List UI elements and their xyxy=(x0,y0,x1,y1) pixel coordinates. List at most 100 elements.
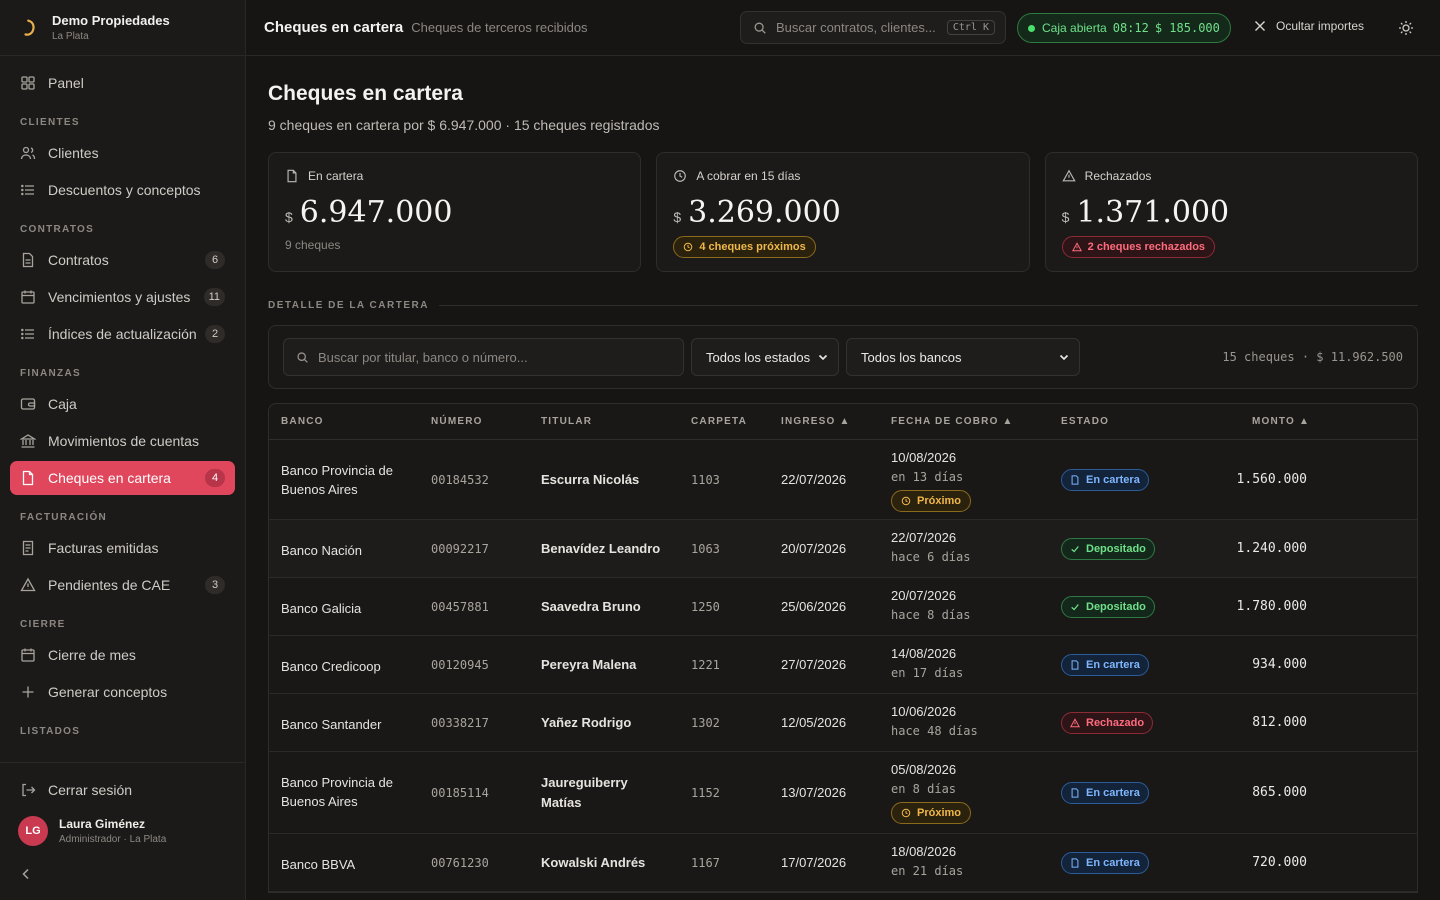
divider xyxy=(438,305,1418,306)
col-titular[interactable]: TITULAR xyxy=(541,416,593,427)
status-badge: Depositado xyxy=(1061,596,1155,618)
theme-toggle-icon[interactable] xyxy=(1398,20,1414,36)
table-row[interactable]: Banco Credicoop 00120945 Pereyra Malena … xyxy=(269,636,1417,694)
rejected-badge[interactable]: 2 cheques rechazados xyxy=(1061,236,1216,258)
wallet-icon xyxy=(20,398,36,410)
section-cierre: CIERRE xyxy=(20,619,66,630)
upcoming-badge-label: 4 cheques próximos xyxy=(699,241,806,253)
clock-icon xyxy=(674,170,687,182)
cell-banco: Banco Nación xyxy=(281,543,362,558)
col-numero[interactable]: NÚMERO xyxy=(431,416,483,427)
topbar: Cheques en cartera Cheques de terceros r… xyxy=(246,0,1440,56)
sidebar-item-label: Movimientos de cuentas xyxy=(48,433,199,449)
sidebar-item-facturas[interactable]: Facturas emitidas xyxy=(10,531,235,565)
detail-section-label: DETALLE DE LA CARTERA xyxy=(268,300,1418,311)
sidebar-item-caja[interactable]: Caja xyxy=(10,387,235,421)
user-role: Administrador · La Plata xyxy=(59,834,167,845)
logout-button[interactable]: Cerrar sesión xyxy=(10,773,235,807)
user-profile[interactable]: LG Laura Giménez Administrador · La Plat… xyxy=(10,810,235,852)
sidebar-item-label: Clientes xyxy=(48,145,99,161)
hide-amounts-button[interactable]: Ocultar importes xyxy=(1254,19,1364,33)
document-icon xyxy=(1071,660,1079,670)
col-banco[interactable]: BANCO xyxy=(281,416,324,427)
sidebar-item-cierre-mes[interactable]: Cierre de mes xyxy=(10,638,235,672)
status-label: En cartera xyxy=(1086,787,1140,799)
avatar: LG xyxy=(18,816,48,846)
cell-titular: Yañez Rodrigo xyxy=(541,715,632,730)
card-value: 6.947.000 xyxy=(299,195,453,230)
caja-status-badge[interactable]: Caja abierta 08:12 $ 185.000 xyxy=(1017,13,1231,43)
col-estado[interactable]: ESTADO xyxy=(1061,416,1110,427)
sidebar-item-indices[interactable]: Índices de actualización 2 xyxy=(10,317,235,351)
global-search-input[interactable]: Buscar contratos, clientes... Ctrl K xyxy=(740,11,1006,44)
upcoming-badge[interactable]: 4 cheques próximos xyxy=(673,236,816,258)
table-row[interactable]: Banco Galicia 00457881 Saavedra Bruno 12… xyxy=(269,578,1417,636)
filter-bar: Buscar por titular, banco o número... To… xyxy=(268,325,1418,389)
chevron-down-icon xyxy=(1059,354,1069,361)
sidebar-item-label: Índices de actualización xyxy=(48,326,197,342)
col-carpeta[interactable]: CARPETA xyxy=(691,416,747,427)
cell-estado: En cartera xyxy=(1061,654,1149,676)
status-badge: Rechazado xyxy=(1061,712,1154,734)
brand-name: Demo Propiedades xyxy=(52,13,170,28)
section-contratos: CONTRATOS xyxy=(20,224,95,235)
cheque-search-input[interactable]: Buscar por titular, banco o número... xyxy=(283,338,684,376)
cell-monto: 1.240.000 xyxy=(1236,541,1307,556)
col-fecha-cobro[interactable]: FECHA DE COBRO ▲ xyxy=(891,416,1014,427)
brand[interactable]: Demo Propiedades La Plata xyxy=(0,0,245,56)
sidebar-item-movimientos[interactable]: Movimientos de cuentas xyxy=(10,424,235,458)
section-clientes: CLIENTES xyxy=(20,117,80,128)
page-heading: Cheques en cartera xyxy=(264,19,404,36)
collapse-sidebar-icon[interactable] xyxy=(18,866,34,882)
sidebar-item-clientes[interactable]: Clientes xyxy=(10,136,235,170)
cell-carpeta: 1167 xyxy=(691,856,720,870)
brand-logo-icon xyxy=(24,19,35,36)
sidebar-item-descuentos[interactable]: Descuentos y conceptos xyxy=(10,173,235,207)
logout-label: Cerrar sesión xyxy=(48,782,133,798)
col-monto[interactable]: MONTO ▲ xyxy=(1252,416,1311,427)
cell-monto: 865.000 xyxy=(1252,785,1307,800)
estado-select[interactable]: Todos los estados xyxy=(691,338,839,376)
status-badge: En cartera xyxy=(1061,469,1149,491)
count-badge: 3 xyxy=(205,576,225,594)
calendar-icon xyxy=(21,648,35,662)
sidebar-item-generar[interactable]: Generar conceptos xyxy=(10,675,235,709)
cell-banco: Banco Santander xyxy=(281,717,382,732)
cell-numero: 00184532 xyxy=(431,473,489,487)
fecha-relative: en 13 días xyxy=(891,470,964,484)
sidebar-item-pendientes[interactable]: Pendientes de CAE 3 xyxy=(10,568,235,602)
cell-carpeta: 1250 xyxy=(691,600,720,614)
check-icon xyxy=(1071,604,1079,611)
cell-banco: Banco Galicia xyxy=(281,601,362,616)
section-facturacion: FACTURACIÓN xyxy=(20,512,108,523)
sidebar-item-vencimientos[interactable]: Vencimientos y ajustes 11 xyxy=(10,280,235,314)
table-row[interactable]: Banco Provincia de Buenos Aires 00184532… xyxy=(269,440,1417,520)
cell-banco: Banco BBVA xyxy=(281,857,356,872)
plus-icon xyxy=(22,686,34,698)
cell-ingreso: 25/06/2026 xyxy=(781,599,847,614)
cell-estado: En cartera xyxy=(1061,782,1149,804)
table-row[interactable]: Banco BBVA 00761230 Kowalski Andrés 1167… xyxy=(269,834,1417,892)
warning-icon xyxy=(1071,242,1082,252)
cell-monto: 1.560.000 xyxy=(1236,472,1307,487)
status-label: En cartera xyxy=(1086,857,1140,869)
col-ingreso[interactable]: INGRESO ▲ xyxy=(781,416,851,427)
clock-icon xyxy=(684,242,693,252)
list-icon xyxy=(21,184,34,196)
sidebar-item-cheques[interactable]: Cheques en cartera 4 xyxy=(10,461,235,495)
fecha-relative: en 17 días xyxy=(891,666,964,680)
proximo-label: Próximo xyxy=(917,495,962,507)
status-label: Rechazado xyxy=(1086,717,1145,729)
cell-monto: 934.000 xyxy=(1252,657,1307,672)
sidebar-item-contratos[interactable]: Contratos 6 xyxy=(10,243,235,277)
receipt-icon xyxy=(22,540,34,556)
user-name: Laura Giménez xyxy=(59,817,146,831)
card-rechazados: Rechazados $ 1.371.000 2 cheques rechaza… xyxy=(1044,152,1418,272)
cell-fecha-cobro: 22/07/2026 hace 6 días xyxy=(891,530,970,564)
table-row[interactable]: Banco Nación 00092217 Benavídez Leandro … xyxy=(269,520,1417,578)
sidebar-item-label: Caja xyxy=(48,396,77,412)
table-row[interactable]: Banco Santander 00338217 Yañez Rodrigo 1… xyxy=(269,694,1417,752)
banco-select[interactable]: Todos los bancos xyxy=(846,338,1080,376)
sidebar-item-panel[interactable]: Panel xyxy=(10,66,235,100)
table-row[interactable]: Banco Provincia de Buenos Aires 00185114… xyxy=(269,752,1417,834)
